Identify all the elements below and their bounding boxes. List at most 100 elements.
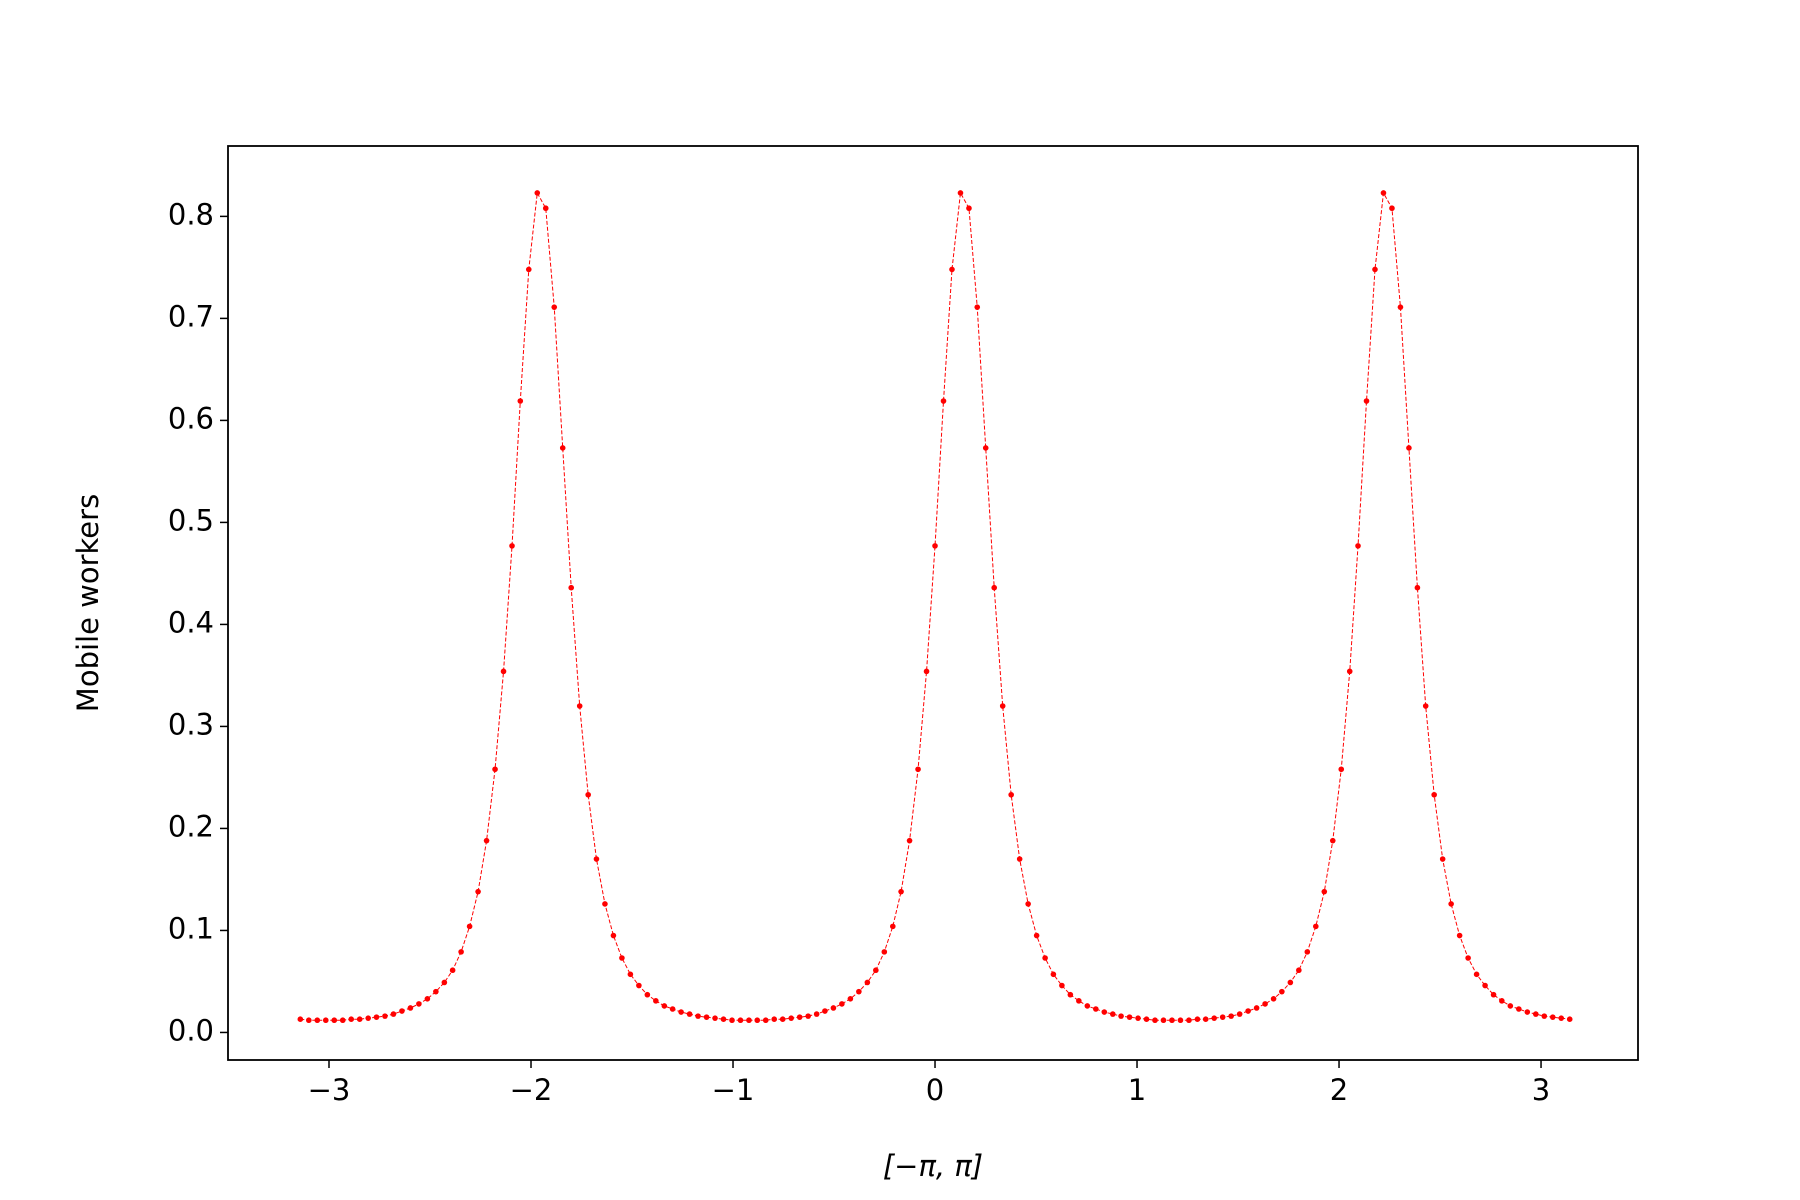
data-point (1422, 703, 1429, 709)
data-point (1025, 901, 1031, 907)
data-point (382, 1013, 388, 1019)
data-point (1414, 584, 1421, 591)
y-tick-label: 0.0 (168, 1013, 214, 1047)
x-tick-label: 2 (1330, 1073, 1348, 1107)
data-point (999, 703, 1006, 709)
data-point (1245, 1008, 1251, 1014)
data-point (1228, 1013, 1234, 1019)
data-point (720, 1016, 727, 1022)
data-point (923, 668, 930, 675)
data-point (1135, 1015, 1141, 1021)
data-point (695, 1013, 701, 1019)
data-point (356, 1016, 363, 1022)
data-point (585, 791, 591, 798)
data-point (483, 837, 490, 844)
data-point (1439, 856, 1446, 862)
data-point (1126, 1014, 1133, 1020)
data-point (433, 988, 439, 995)
data-point (1507, 1003, 1514, 1009)
data-point (619, 955, 625, 961)
data-point (1093, 1006, 1099, 1012)
data-point (669, 1006, 676, 1012)
data-point (534, 190, 541, 196)
data-point (762, 1017, 769, 1024)
data-point (424, 995, 431, 1002)
data-point (1279, 988, 1285, 995)
data-point (517, 398, 524, 404)
data-point (1499, 998, 1505, 1004)
y-axis-label: Mobile workers (71, 494, 105, 712)
data-point (1152, 1017, 1158, 1024)
data-point (678, 1009, 684, 1015)
data-point (864, 979, 871, 986)
data-point (500, 668, 507, 675)
data-point (306, 1017, 312, 1024)
data-point (407, 1005, 414, 1011)
y-tick-label: 0.4 (168, 605, 214, 639)
data-point (1346, 668, 1353, 675)
data-point (966, 205, 972, 212)
data-point (1406, 445, 1412, 451)
data-point (1380, 190, 1387, 196)
data-point (1566, 1016, 1573, 1022)
data-point (551, 304, 558, 310)
data-point (542, 205, 549, 212)
data-point (1287, 979, 1294, 986)
data-point (856, 988, 862, 995)
data-point (1186, 1017, 1192, 1024)
data-point (703, 1014, 710, 1020)
data-point (754, 1017, 761, 1024)
data-point (1050, 971, 1057, 978)
data-point (1363, 398, 1370, 404)
data-point (1524, 1009, 1531, 1015)
data-point (771, 1016, 778, 1022)
data-point (1169, 1017, 1175, 1024)
data-point (1177, 1017, 1184, 1024)
data-point (1008, 791, 1014, 798)
data-point (593, 856, 600, 862)
data-point (830, 1005, 837, 1011)
data-point (932, 543, 938, 549)
data-point (1101, 1009, 1108, 1015)
data-point (1465, 955, 1471, 961)
data-point (873, 967, 879, 974)
data-point (644, 991, 651, 998)
x-tick-label: −2 (510, 1073, 553, 1107)
data-point (890, 923, 896, 930)
data-point (653, 998, 659, 1004)
data-point (1431, 791, 1437, 798)
data-point (788, 1015, 794, 1021)
data-point (906, 837, 913, 844)
data-point (466, 923, 473, 930)
data-point (1329, 837, 1336, 844)
data-point (1160, 1017, 1167, 1024)
data-point (1219, 1014, 1226, 1020)
data-point (297, 1016, 304, 1022)
x-tick-label: −1 (712, 1073, 755, 1107)
data-point (1541, 1013, 1548, 1019)
y-tick-label: 0.5 (168, 503, 214, 537)
data-point (1109, 1011, 1116, 1017)
data-point (509, 543, 515, 549)
data-point (399, 1008, 405, 1014)
data-point (686, 1011, 693, 1017)
data-point (1448, 901, 1454, 907)
data-point (1549, 1014, 1556, 1020)
x-tick-label: −3 (308, 1073, 351, 1107)
data-point (525, 266, 532, 273)
data-point (602, 901, 608, 907)
y-tick-label: 0.1 (168, 911, 214, 945)
data-point (1355, 543, 1361, 549)
data-point (492, 766, 498, 773)
data-point (1372, 266, 1378, 273)
data-point (1118, 1013, 1124, 1019)
data-point (881, 949, 888, 955)
data-point (805, 1013, 811, 1019)
data-point (610, 932, 617, 939)
x-axis-label: [−π, π] (883, 1149, 983, 1183)
y-tick-label: 0.3 (168, 707, 214, 741)
data-point (1482, 982, 1488, 989)
data-point (1321, 888, 1328, 895)
data-point (441, 979, 448, 986)
